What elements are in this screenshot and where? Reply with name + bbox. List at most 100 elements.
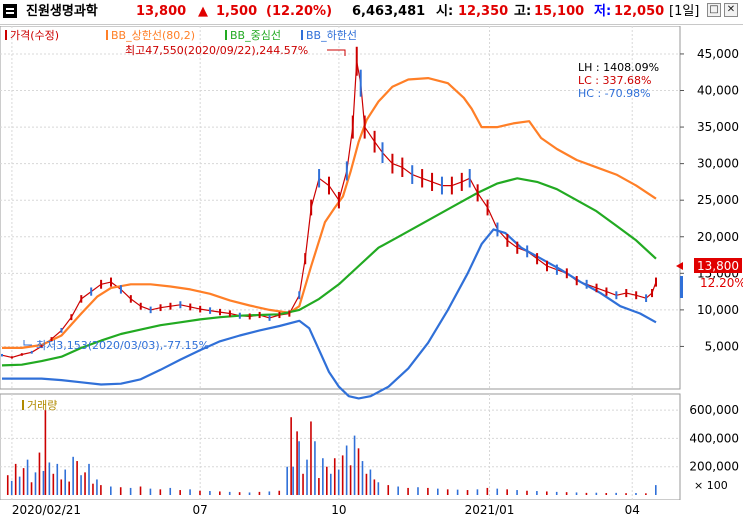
volume-bar — [345, 445, 348, 495]
legend-bb-lower-swatch — [301, 30, 303, 40]
volume-panel — [0, 393, 681, 501]
volume-bar — [119, 487, 122, 495]
volume-bar — [314, 441, 316, 495]
series-line-3 — [2, 228, 657, 400]
price-tick-label: 25,000 — [697, 193, 739, 207]
volume-bar — [72, 456, 74, 495]
volume-bar — [10, 480, 13, 495]
volume-bar — [310, 421, 312, 495]
volume-bar — [536, 491, 538, 495]
legend-bb-mid-swatch — [225, 30, 227, 40]
volume-bar — [373, 479, 376, 495]
volume-bar — [605, 493, 608, 495]
volume-bar — [486, 487, 489, 495]
volume-bar — [546, 491, 548, 495]
current-price: 13,800 — [136, 4, 187, 19]
volume-tick-label: 600,000 — [689, 403, 739, 417]
menu-icon[interactable] — [3, 4, 17, 18]
volume-bar — [56, 463, 59, 495]
open-label: 시: — [436, 4, 454, 19]
volume-bar — [296, 431, 298, 495]
chart-area: 5,00010,00015,00020,00025,00030,00035,00… — [0, 26, 743, 521]
volume-tick-label: 200,000 — [689, 460, 739, 474]
volume-bar — [26, 459, 29, 495]
legend-price-swatch — [5, 30, 7, 40]
high-value: 15,100 — [534, 4, 585, 19]
volume-bar — [377, 482, 380, 495]
x-ticks: 2020/02/21 07 10 2021/01 04 — [12, 503, 640, 517]
volume-bar — [129, 487, 132, 495]
volume-bar — [337, 469, 340, 495]
volume-bar — [387, 485, 390, 495]
legend-bb-lower: BB_하한선 — [306, 28, 357, 42]
volume-multiplier: × 100 — [694, 479, 728, 492]
title-bar: 진원생명과학 13,800 ▲ 1,500 (12.20%) 6,463,481… — [0, 0, 743, 25]
volume-bar — [68, 481, 70, 495]
volume-bar — [353, 435, 356, 495]
volume-bar — [76, 461, 78, 495]
volume-bar — [349, 465, 352, 495]
volume-bar — [437, 488, 439, 495]
volume-bar — [329, 473, 332, 495]
high-pointer — [327, 49, 346, 56]
volume-bar — [52, 473, 55, 495]
volume-legend: 거래량 — [27, 399, 57, 412]
expand-button[interactable]: □ — [707, 3, 721, 17]
volume-bar — [228, 491, 231, 495]
volume-bar — [565, 492, 568, 495]
volume-bar — [427, 487, 429, 495]
volume-bar — [298, 441, 300, 495]
series-line-2 — [1, 177, 657, 367]
volume-bar — [149, 488, 152, 495]
volume-bars — [6, 410, 657, 495]
volume-bar — [18, 476, 21, 495]
x-tick-label: 2020/02/21 — [12, 503, 81, 517]
volume-bar — [575, 492, 578, 495]
volume-bar — [456, 489, 459, 495]
low-pointer — [23, 340, 32, 346]
volume-tick-label: 400,000 — [689, 431, 739, 445]
high-annotation: 최고47,550(2020/09/22),244.57% — [125, 44, 308, 57]
volume-bar — [635, 493, 637, 495]
price-gridlines — [0, 26, 680, 500]
volume-value: 6,463,481 — [352, 4, 426, 19]
volume-bar — [159, 489, 162, 495]
low-value: 12,050 — [614, 4, 665, 19]
volume-bar — [278, 490, 281, 495]
volume-bar — [446, 489, 449, 495]
volume-bar — [290, 417, 292, 495]
volume-bar — [258, 491, 261, 495]
volume-bar — [169, 487, 172, 495]
last-price-label: 13,800 — [697, 259, 739, 273]
legend-bb-upper-swatch — [106, 30, 108, 40]
volume-bar — [302, 473, 304, 495]
price-tick-label: 20,000 — [697, 230, 739, 244]
price-legend: 가격(수정) BB_상한선(80,2) BB_중심선 BB_하한선 — [5, 28, 357, 42]
volume-bar — [96, 479, 98, 495]
lc-stat: LC : 337.68% — [578, 74, 651, 87]
series-line-1 — [2, 77, 657, 349]
x-axis-area — [0, 500, 743, 521]
volume-bar — [476, 489, 479, 495]
price-tick-label: 40,000 — [697, 84, 739, 98]
stock-name[interactable]: 진원생명과학 — [26, 4, 98, 19]
volume-bar — [268, 491, 271, 495]
up-arrow-icon: ▲ — [198, 4, 208, 19]
price-tick-label: 30,000 — [697, 157, 739, 171]
legend-bb-upper: BB_상한선(80,2) — [111, 29, 195, 42]
volume-bar — [44, 410, 47, 495]
volume-bar — [516, 490, 518, 495]
price-change: 1,500 — [216, 4, 258, 19]
period-label[interactable]: [1일] — [669, 4, 700, 19]
volume-bar — [286, 466, 288, 495]
volume-bar — [326, 466, 328, 495]
close-button[interactable]: ✕ — [724, 3, 738, 17]
volume-bar — [585, 492, 588, 495]
volume-bar — [34, 472, 37, 495]
volume-bar — [506, 489, 508, 495]
volume-bar — [48, 462, 51, 495]
legend-bb-mid: BB_중심선 — [230, 29, 281, 42]
volume-bar — [318, 478, 320, 495]
price-panel — [0, 26, 681, 390]
volume-bar — [292, 466, 294, 495]
